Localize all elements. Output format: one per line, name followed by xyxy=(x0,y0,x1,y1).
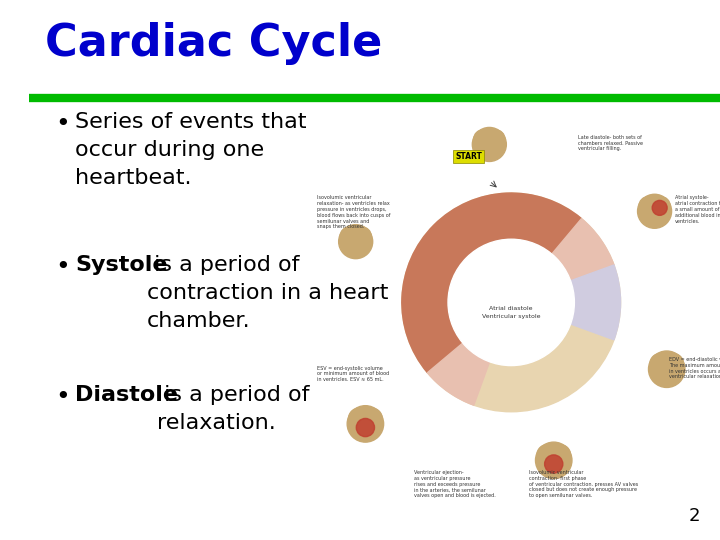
Circle shape xyxy=(486,130,505,149)
Text: is a period of
relaxation.: is a period of relaxation. xyxy=(157,385,310,433)
Text: Series of events that
occur during one
heartbeat.: Series of events that occur during one h… xyxy=(75,112,307,188)
Text: Diastole: Diastole xyxy=(75,385,178,405)
Text: Ventricular ejection-
as ventricular pressure
rises and exceeds pressure
in the : Ventricular ejection- as ventricular pre… xyxy=(414,470,496,498)
Circle shape xyxy=(651,197,670,215)
Circle shape xyxy=(348,408,369,429)
Circle shape xyxy=(347,406,384,442)
Wedge shape xyxy=(552,219,614,281)
Wedge shape xyxy=(428,343,490,405)
Circle shape xyxy=(356,418,374,437)
Text: Atrial systole-
atrial contraction forces
a small amount of
additional blood int: Atrial systole- atrial contraction force… xyxy=(675,195,720,224)
Circle shape xyxy=(448,239,575,366)
Circle shape xyxy=(472,127,506,161)
Circle shape xyxy=(650,354,670,374)
Circle shape xyxy=(550,444,570,465)
Circle shape xyxy=(361,408,382,429)
Text: Cardiac Cycle: Cardiac Cycle xyxy=(45,22,382,65)
Circle shape xyxy=(474,130,492,149)
Text: •: • xyxy=(55,112,70,136)
Text: Isovolumic ventricular
contraction- first phase
of ventricular contraction. pres: Isovolumic ventricular contraction- firs… xyxy=(529,470,639,498)
Circle shape xyxy=(340,227,359,246)
Text: •: • xyxy=(55,255,70,279)
Text: Systole: Systole xyxy=(75,255,168,275)
Text: EDV = end-diastolic volume.
The maximum amount of blood
in ventricles occurs at : EDV = end-diastolic volume. The maximum … xyxy=(669,357,720,380)
Text: Late diastole- both sets of
chambers relaxed. Passive
ventricular filling.: Late diastole- both sets of chambers rel… xyxy=(578,135,643,151)
Text: •: • xyxy=(55,385,70,409)
Text: Isovolumic ventricular
relaxation- as ventricles relax
pressure in ventricles dr: Isovolumic ventricular relaxation- as ve… xyxy=(317,195,390,230)
Text: ESV = end-systolic volume
or minimum amount of blood
in ventricles. ESV ≈ 65 mL.: ESV = end-systolic volume or minimum amo… xyxy=(317,366,389,382)
Text: Ventricular systole: Ventricular systole xyxy=(482,314,541,320)
Text: 2: 2 xyxy=(688,507,700,525)
Wedge shape xyxy=(402,193,621,412)
Circle shape xyxy=(638,194,672,228)
Text: Atrial diastole: Atrial diastole xyxy=(490,306,533,311)
Text: START: START xyxy=(455,152,482,161)
Circle shape xyxy=(544,455,563,473)
Circle shape xyxy=(352,227,372,246)
Wedge shape xyxy=(402,193,582,373)
Circle shape xyxy=(639,197,658,215)
Circle shape xyxy=(338,225,373,259)
Circle shape xyxy=(652,200,667,215)
Text: is a period of
contraction in a heart
chamber.: is a period of contraction in a heart ch… xyxy=(147,255,388,331)
Circle shape xyxy=(536,442,572,478)
Circle shape xyxy=(537,444,557,465)
Circle shape xyxy=(649,351,685,388)
Wedge shape xyxy=(570,265,621,340)
Circle shape xyxy=(663,354,683,374)
